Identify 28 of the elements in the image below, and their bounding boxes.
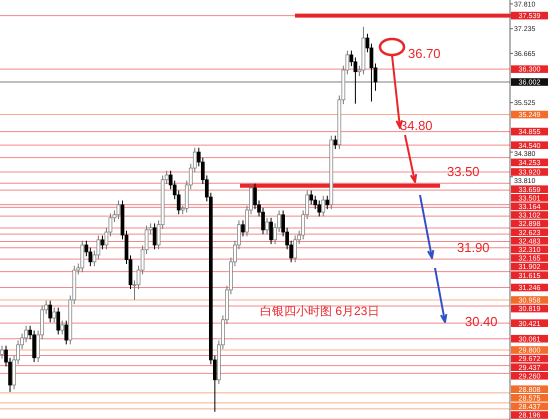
annotation: 36.70 [408,46,441,61]
candlestick [333,135,338,150]
candlestick [241,220,245,237]
candlestick [32,330,36,363]
candlestick [152,222,156,250]
candlestick [48,300,52,323]
candlestick [56,307,60,335]
candlestick [321,195,326,217]
candlestick [313,195,318,210]
candlestick [116,200,120,220]
candlestick [100,234,104,250]
candlestick [52,307,56,323]
annotation: 30.40 [465,314,498,329]
candlestick [269,217,273,245]
candlestick [293,234,298,263]
annotation: 31.90 [457,240,490,255]
annotation: 白银四小时图 6月23日 [260,304,380,318]
candlestick [317,200,322,217]
annotation: 33.50 [447,164,480,179]
candlestick [0,345,4,360]
candlestick [24,325,28,343]
candlestick [265,217,269,235]
candlestick [309,190,314,205]
annotation: 34.80 [400,118,433,133]
candlestick [325,195,330,210]
candlestick [60,320,64,335]
candlestick [80,240,84,273]
candlestick [64,320,68,345]
